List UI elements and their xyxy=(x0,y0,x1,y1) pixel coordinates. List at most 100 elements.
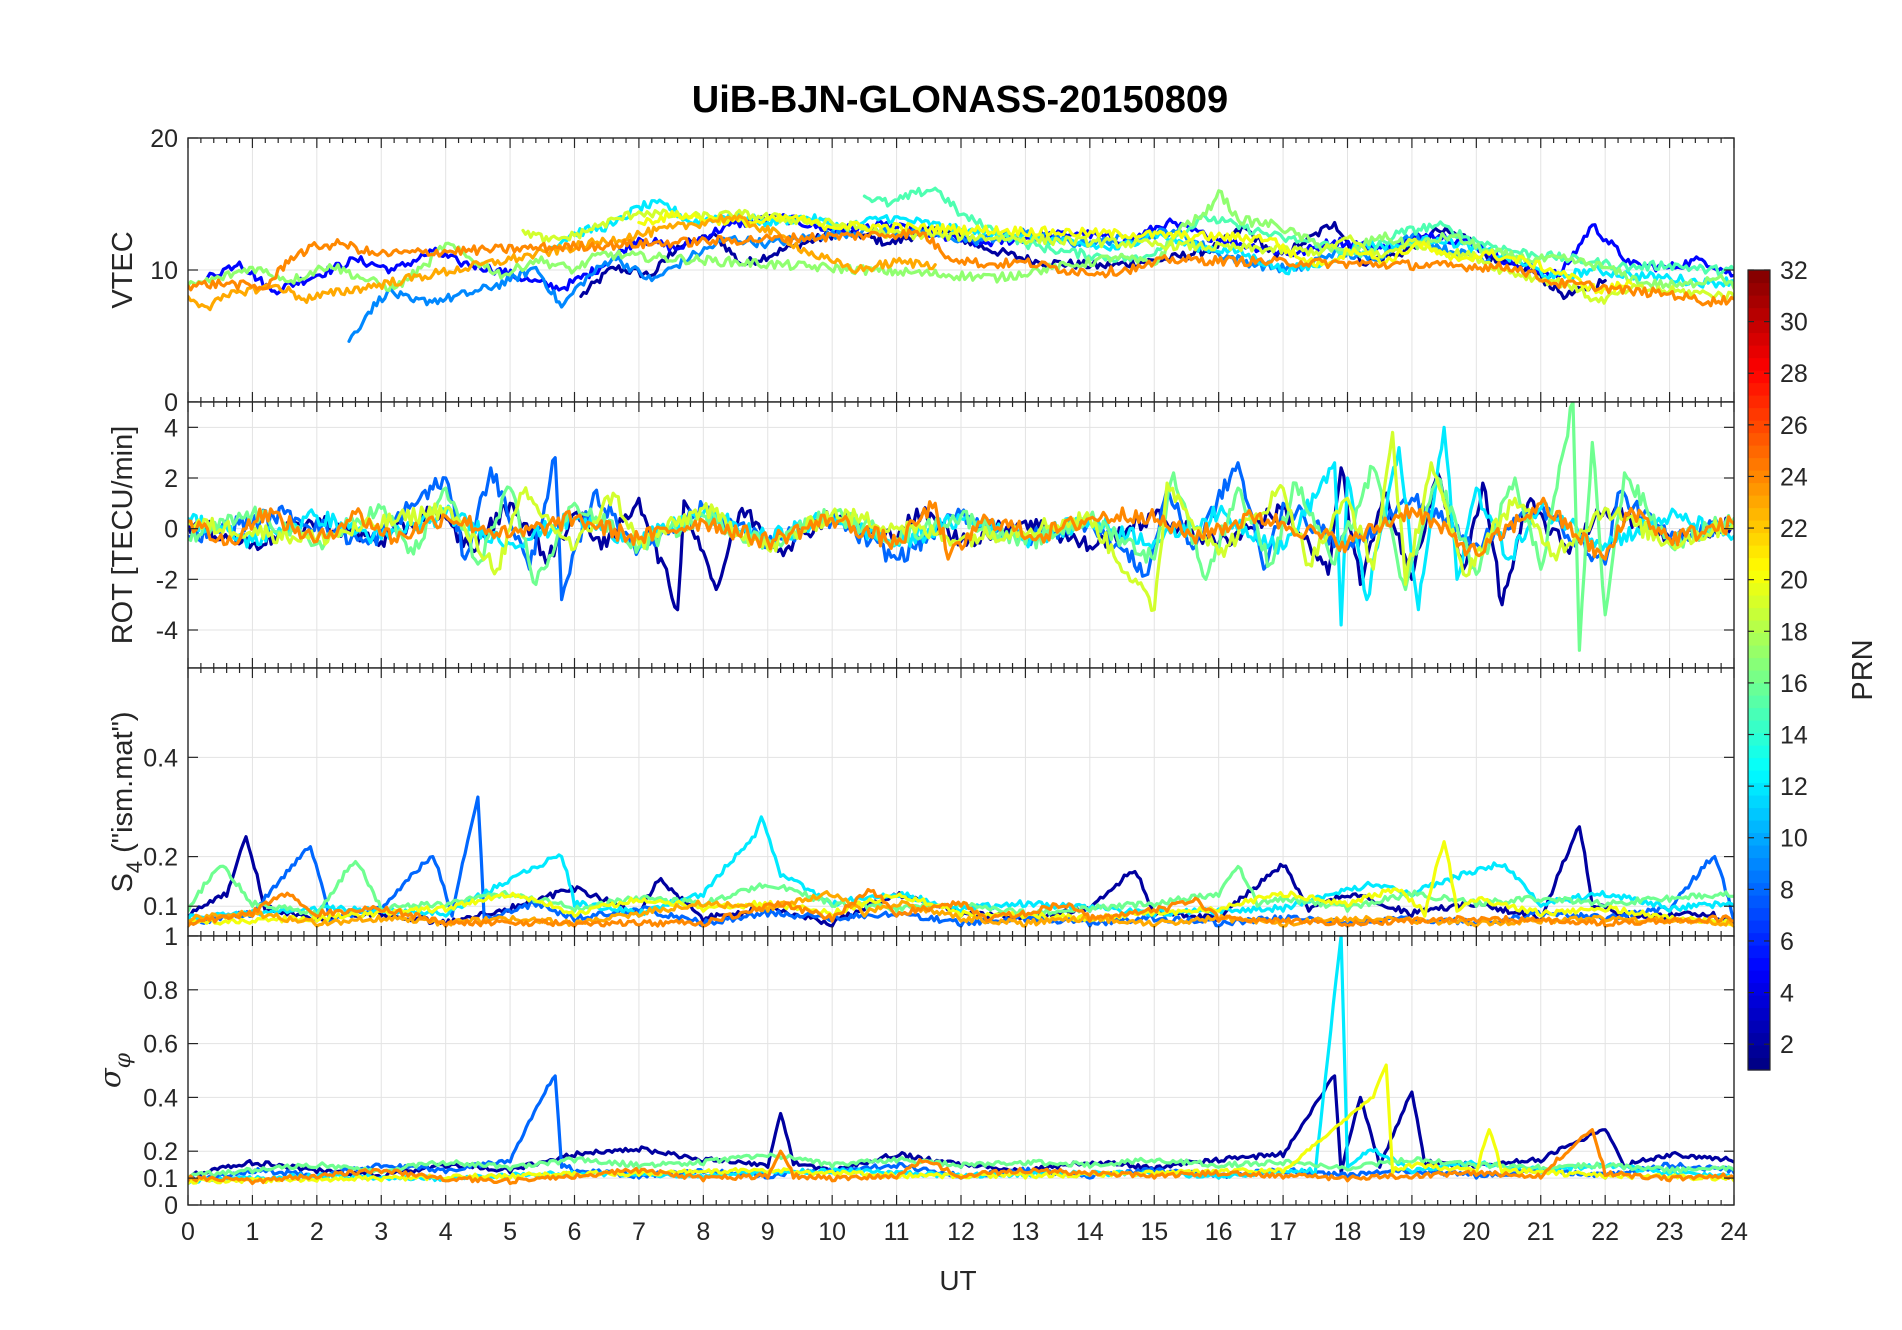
series-prn-19 xyxy=(188,430,1734,612)
x-tick-label: 4 xyxy=(439,1218,453,1246)
colorbar-segment xyxy=(1748,670,1770,684)
colorbar-tick-label: 32 xyxy=(1780,257,1808,285)
colorbar-segment xyxy=(1748,707,1770,721)
colorbar-segment xyxy=(1748,920,1770,934)
series-prn-24 xyxy=(188,228,1734,308)
colorbar-segment xyxy=(1748,370,1770,384)
series-group xyxy=(188,186,1734,343)
y-tick-label: 1 xyxy=(164,923,178,951)
colorbar-segment xyxy=(1748,845,1770,859)
colorbar-segment xyxy=(1748,532,1770,546)
colorbar-segment xyxy=(1748,782,1770,796)
colorbar-tick-label: 18 xyxy=(1780,618,1808,646)
colorbar-segment xyxy=(1748,770,1770,784)
colorbar-segment xyxy=(1748,582,1770,596)
colorbar-segment xyxy=(1748,857,1770,871)
colorbar-frame xyxy=(1747,269,1771,1071)
x-tick-label: 14 xyxy=(1076,1218,1104,1246)
colorbar-tick-label: 16 xyxy=(1780,670,1808,698)
y-tick-label: 0.2 xyxy=(143,1138,178,1166)
colorbar-segment xyxy=(1748,645,1770,659)
colorbar-segment xyxy=(1748,832,1770,846)
series-prn-20 xyxy=(637,210,1633,295)
colorbar-segment xyxy=(1748,932,1770,946)
colorbar-segment xyxy=(1748,970,1770,984)
x-tick-label: 10 xyxy=(818,1218,846,1246)
x-tick-label: 2 xyxy=(310,1218,324,1246)
series-prn-24 xyxy=(188,496,1734,561)
colorbar-segment xyxy=(1748,607,1770,621)
x-tick-label: 19 xyxy=(1398,1218,1426,1246)
colorbar-segment xyxy=(1748,620,1770,634)
x-tick-label: 17 xyxy=(1269,1218,1297,1246)
colorbar-segment xyxy=(1748,795,1770,809)
colorbar-segment xyxy=(1748,520,1770,534)
colorbar-segment xyxy=(1748,1032,1770,1046)
series-prn-12 xyxy=(188,815,1734,923)
y-tick-label: 0.4 xyxy=(143,744,178,772)
colorbar-segment xyxy=(1748,870,1770,884)
y-tick-label: 0.4 xyxy=(143,1084,178,1112)
series-prn-20 xyxy=(188,840,1734,928)
colorbar-tick-label: 4 xyxy=(1780,980,1794,1008)
colorbar-segment xyxy=(1748,895,1770,909)
x-tick-label: 9 xyxy=(761,1218,775,1246)
y-tick-label: 0.2 xyxy=(143,844,178,872)
colorbar-segment xyxy=(1748,270,1770,284)
x-tick-label: 16 xyxy=(1205,1218,1233,1246)
colorbar-segment xyxy=(1748,457,1770,471)
colorbar-label: PRN xyxy=(1847,639,1879,700)
y-tick-label: 0 xyxy=(164,516,178,544)
colorbar-segment xyxy=(1748,432,1770,446)
x-tick-label: 0 xyxy=(181,1218,195,1246)
x-tick-label: 1 xyxy=(245,1218,259,1246)
colorbar-segment xyxy=(1748,295,1770,309)
x-tick-label: 12 xyxy=(947,1218,975,1246)
colorbar-segment xyxy=(1748,982,1770,996)
colorbar-segment xyxy=(1748,557,1770,571)
x-tick-label: 21 xyxy=(1527,1218,1555,1246)
x-tick-label: 5 xyxy=(503,1218,517,1246)
series-prn-19 xyxy=(521,208,1734,305)
colorbar-segment xyxy=(1748,995,1770,1009)
colorbar-segment xyxy=(1748,695,1770,709)
colorbar-segment xyxy=(1748,632,1770,646)
x-tick-label: 22 xyxy=(1591,1218,1619,1246)
x-tick-label: 23 xyxy=(1656,1218,1684,1246)
y-tick-label: 10 xyxy=(150,257,178,285)
colorbar-tick-label: 20 xyxy=(1780,567,1808,595)
colorbar-segment xyxy=(1748,720,1770,734)
colorbar-segment xyxy=(1748,732,1770,746)
colorbar-segment xyxy=(1748,357,1770,371)
y-tick-label: -2 xyxy=(156,566,178,594)
y-axis-label-sigma: σφ xyxy=(93,1052,136,1088)
colorbar-segment xyxy=(1748,507,1770,521)
colorbar-segment xyxy=(1748,1045,1770,1059)
colorbar-segment xyxy=(1748,657,1770,671)
colorbar-segment xyxy=(1748,907,1770,921)
colorbar-tick-label: 10 xyxy=(1780,825,1808,853)
y-tick-label: 0.1 xyxy=(143,1165,178,1193)
x-tick-label: 13 xyxy=(1012,1218,1040,1246)
y-tick-label: 20 xyxy=(150,125,178,153)
y-tick-label: 0.8 xyxy=(143,977,178,1005)
colorbar-segment xyxy=(1748,470,1770,484)
colorbar-tick-label: 8 xyxy=(1780,876,1794,904)
colorbar-segment xyxy=(1748,945,1770,959)
colorbar-segment xyxy=(1748,282,1770,296)
colorbar-tick-label: 22 xyxy=(1780,515,1808,543)
colorbar-segment xyxy=(1748,545,1770,559)
y-tick-label: 0.1 xyxy=(143,893,178,921)
colorbar-segment xyxy=(1748,482,1770,496)
panel-vtec: 0 10 20 VTEC xyxy=(107,125,1735,417)
colorbar-tick-label: 30 xyxy=(1780,309,1808,337)
y-tick-label: -4 xyxy=(156,617,178,645)
panel-s4: 0.1 0.2 0.4S4 ("ism.mat") xyxy=(107,667,1735,937)
colorbar-segment xyxy=(1748,495,1770,509)
x-tick-label: 15 xyxy=(1140,1218,1168,1246)
colorbar-tick-label: 2 xyxy=(1780,1031,1794,1059)
